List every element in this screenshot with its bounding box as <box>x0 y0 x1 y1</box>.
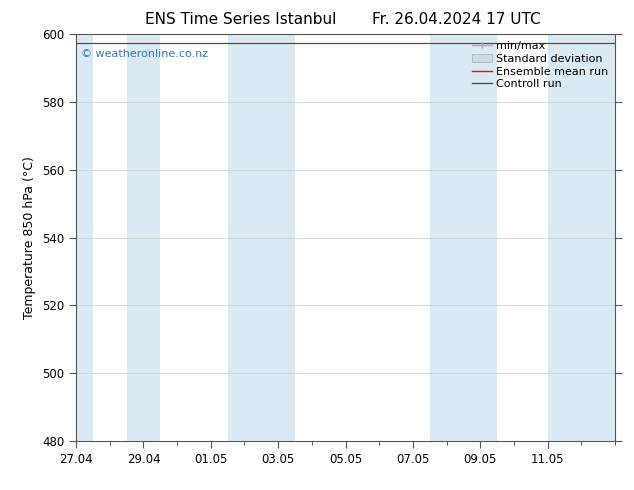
Bar <box>76 34 93 441</box>
Bar <box>430 34 497 441</box>
Y-axis label: Temperature 850 hPa (°C): Temperature 850 hPa (°C) <box>23 156 37 319</box>
Legend: min/max, Standard deviation, Ensemble mean run, Controll run: min/max, Standard deviation, Ensemble me… <box>470 40 609 91</box>
Text: © weatheronline.co.nz: © weatheronline.co.nz <box>81 49 209 58</box>
Text: Fr. 26.04.2024 17 UTC: Fr. 26.04.2024 17 UTC <box>372 12 541 27</box>
Bar <box>127 34 160 441</box>
Text: ENS Time Series Istanbul: ENS Time Series Istanbul <box>145 12 337 27</box>
Bar <box>228 34 295 441</box>
Bar <box>548 34 615 441</box>
